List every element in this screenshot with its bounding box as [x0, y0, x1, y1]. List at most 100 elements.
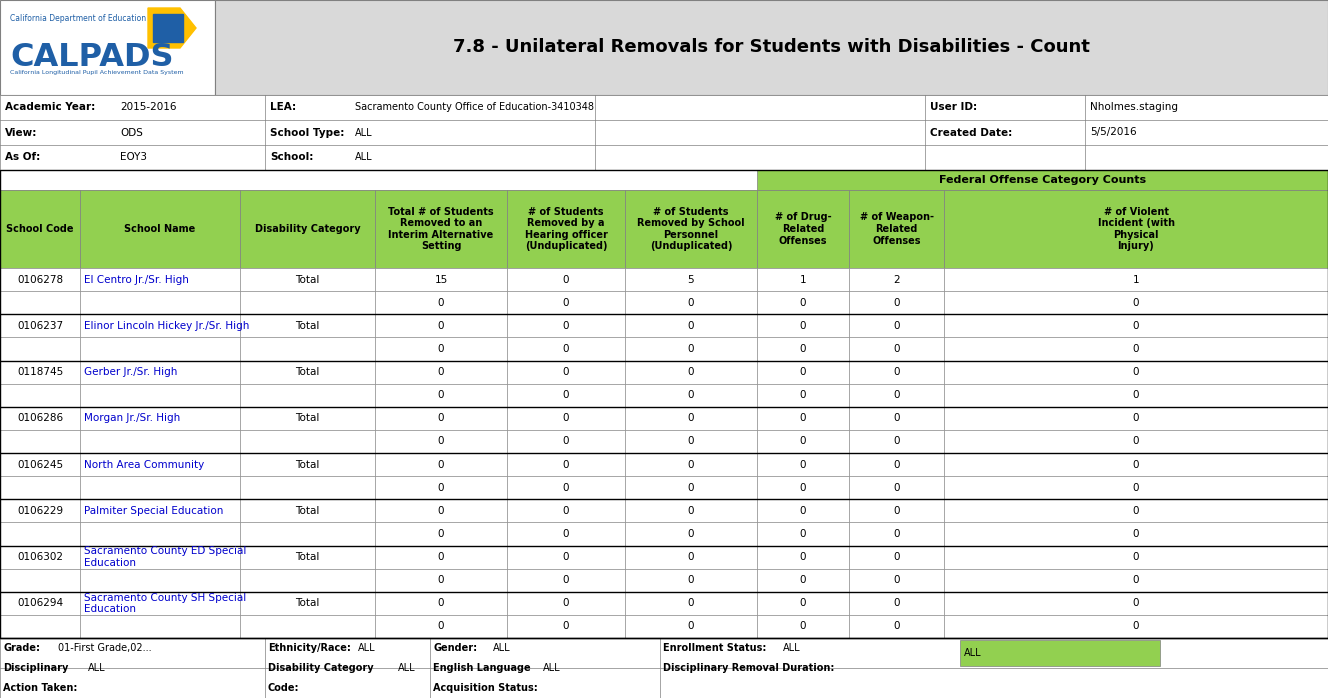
Text: 0: 0 [799, 390, 806, 400]
Text: 0: 0 [438, 297, 445, 308]
Bar [944, 453, 1328, 476]
Text: 0: 0 [894, 483, 900, 493]
Text: School Code: School Code [7, 224, 74, 234]
Bar [849, 453, 944, 476]
Bar [849, 190, 944, 268]
Bar [757, 384, 849, 407]
Bar [944, 615, 1328, 638]
Bar [0, 337, 80, 360]
Bar [374, 384, 507, 407]
Text: ALL: ALL [88, 663, 106, 673]
Bar [757, 615, 849, 638]
Text: 0: 0 [438, 344, 445, 354]
Bar [507, 569, 625, 592]
Text: Sacramento County Office of Education-3410348: Sacramento County Office of Education-34… [355, 103, 594, 112]
Text: 0: 0 [799, 529, 806, 539]
Bar [374, 546, 507, 569]
Bar [0, 0, 215, 95]
Bar [944, 546, 1328, 569]
Text: Disability Category: Disability Category [268, 663, 373, 673]
Text: 0: 0 [1133, 459, 1139, 470]
Text: Federal Offense Category Counts: Federal Offense Category Counts [939, 175, 1146, 185]
Bar [625, 569, 757, 592]
Text: ALL: ALL [964, 648, 981, 658]
Bar [80, 476, 240, 499]
Bar [507, 499, 625, 522]
Bar [240, 546, 374, 569]
Bar [80, 546, 240, 569]
Text: 1: 1 [1133, 274, 1139, 285]
Text: North Area Community: North Area Community [84, 459, 205, 470]
Bar [757, 314, 849, 337]
Bar [849, 522, 944, 546]
Text: Disciplinary Removal Duration:: Disciplinary Removal Duration: [663, 663, 834, 673]
Text: 0: 0 [1133, 413, 1139, 423]
Bar [80, 314, 240, 337]
Text: 0: 0 [799, 297, 806, 308]
Text: 0: 0 [438, 506, 445, 516]
Bar [240, 522, 374, 546]
Bar [0, 546, 80, 569]
Text: 0: 0 [799, 413, 806, 423]
Text: 0: 0 [438, 436, 445, 447]
Text: 0: 0 [1133, 621, 1139, 632]
Bar [849, 430, 944, 453]
Bar [0, 360, 80, 384]
Bar [625, 546, 757, 569]
Bar [80, 569, 240, 592]
Text: CALPADS: CALPADS [11, 42, 174, 73]
Text: 0: 0 [438, 413, 445, 423]
Bar [757, 453, 849, 476]
Bar [944, 522, 1328, 546]
Text: 0: 0 [894, 390, 900, 400]
Bar [0, 522, 80, 546]
Text: 0: 0 [563, 436, 570, 447]
Bar [507, 522, 625, 546]
Bar [80, 190, 240, 268]
Text: Ethnicity/Race:: Ethnicity/Race: [268, 643, 351, 653]
Text: 0: 0 [563, 367, 570, 377]
Text: Total: Total [295, 274, 320, 285]
Bar [944, 384, 1328, 407]
Bar [374, 268, 507, 291]
Text: 0: 0 [799, 344, 806, 354]
Text: 0: 0 [438, 575, 445, 585]
Bar [374, 592, 507, 615]
Text: 0: 0 [688, 575, 695, 585]
Text: 0: 0 [438, 529, 445, 539]
Text: Acquisition Status:: Acquisition Status: [433, 683, 538, 693]
Bar [757, 499, 849, 522]
Text: 0106302: 0106302 [17, 552, 62, 562]
Bar [849, 615, 944, 638]
Text: Total: Total [295, 459, 320, 470]
Bar [625, 522, 757, 546]
Bar [0, 453, 80, 476]
Bar [849, 569, 944, 592]
Text: Nholmes.staging: Nholmes.staging [1090, 103, 1178, 112]
Text: 0: 0 [894, 506, 900, 516]
Text: 0: 0 [1133, 575, 1139, 585]
Text: 0: 0 [894, 529, 900, 539]
Text: ALL: ALL [784, 643, 801, 653]
Text: El Centro Jr./Sr. High: El Centro Jr./Sr. High [84, 274, 189, 285]
Bar [625, 384, 757, 407]
Text: 0: 0 [1133, 529, 1139, 539]
Text: Created Date:: Created Date: [930, 128, 1012, 138]
Bar [80, 337, 240, 360]
Bar [80, 268, 240, 291]
Text: 0: 0 [438, 598, 445, 609]
Bar [507, 314, 625, 337]
Bar [944, 337, 1328, 360]
Text: ALL: ALL [493, 643, 511, 653]
Bar [507, 407, 625, 430]
Text: 0: 0 [894, 321, 900, 331]
Bar [944, 291, 1328, 314]
Text: Enrollment Status:: Enrollment Status: [663, 643, 766, 653]
Text: 0: 0 [688, 529, 695, 539]
Bar [849, 291, 944, 314]
Text: 0: 0 [799, 575, 806, 585]
Text: Morgan Jr./Sr. High: Morgan Jr./Sr. High [84, 413, 181, 423]
Bar [625, 615, 757, 638]
Text: 0: 0 [563, 344, 570, 354]
Text: 0: 0 [894, 367, 900, 377]
